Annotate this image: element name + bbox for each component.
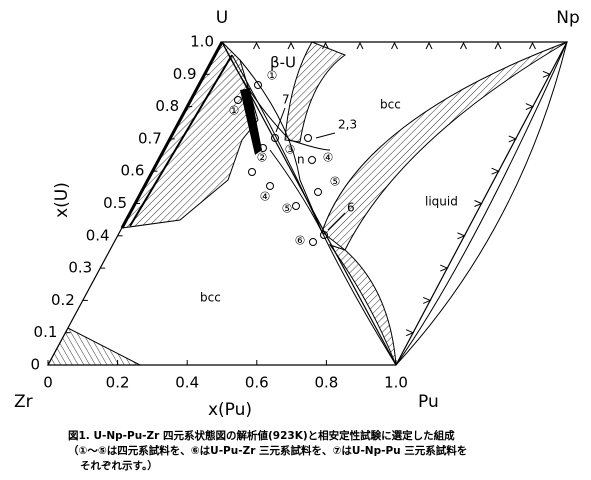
y-tick-label: 0.6 [121, 162, 145, 180]
y-tick-label: 0 [30, 356, 40, 374]
corner-label: Np [556, 8, 580, 28]
region-label: bcc [200, 291, 221, 305]
edge-tick [460, 41, 467, 50]
sample-label: ④ [260, 190, 271, 204]
y-axis-label: x(U) [52, 182, 72, 218]
x-tick-label: 0.6 [245, 374, 269, 392]
edge-tick [322, 41, 329, 50]
sample-label: ① [267, 69, 278, 83]
sample-label: ⑥ [295, 234, 306, 248]
edge-tick [525, 103, 535, 111]
edge-tick [529, 41, 536, 50]
x-tick-label: 0.2 [106, 374, 130, 392]
x-tick-label: 1.0 [384, 374, 408, 392]
sample-label: ④ [323, 151, 334, 165]
edge-tick [391, 41, 398, 50]
edge-tick [405, 329, 415, 337]
corner-label: U [216, 8, 228, 28]
x-axis-label: x(Pu) [208, 400, 252, 420]
y-tick-label: 0.9 [173, 65, 197, 83]
edge-tick [508, 135, 517, 143]
edge-tick [491, 167, 500, 175]
caption-line: それぞれ示す。） [80, 459, 158, 472]
edge-tick [474, 200, 483, 207]
y-tick-label: 0.4 [86, 226, 110, 244]
x-tick-label: 0.4 [175, 374, 199, 392]
caption-line: 図1. U-Np-Pu-Zr 四元系状態図の解析値(923K)と相安定性試験に選… [68, 429, 455, 442]
edge-tick [440, 264, 449, 272]
sample-label: ⑤ [330, 175, 341, 189]
corner-label: Zr [14, 392, 33, 412]
y-tick-label: 0.7 [138, 129, 162, 147]
sample-label: ② [257, 151, 268, 165]
edge-tick [423, 296, 432, 304]
y-tick-label: 0.2 [51, 291, 75, 309]
y-tick-label: 1.0 [190, 33, 214, 51]
phase-boundaries [47, 41, 568, 366]
region-label: β-U [270, 54, 296, 72]
edge-tick [287, 41, 295, 50]
edge-tick [425, 41, 433, 50]
region-label: liquid [425, 195, 458, 209]
edge-tick [494, 41, 502, 50]
arrows [275, 107, 346, 231]
y-tick-label: 0.3 [68, 259, 92, 277]
y-tick-label: 0.1 [34, 323, 58, 341]
x-tick-label: 0 [43, 374, 53, 392]
region-label: bcc [380, 98, 401, 112]
sample-label: ③ [285, 143, 296, 157]
sample-label: ⑤ [282, 202, 293, 216]
corner-label: Pu [418, 392, 439, 412]
edge-tick [356, 41, 364, 50]
caption-line: （①～⑤は四元系試料を、⑥はU-Pu-Zr 三元系試料を、⑦はU-Np-Pu 三… [68, 444, 467, 457]
annotation: c [252, 133, 259, 147]
x-tick-label: 0.8 [314, 374, 338, 392]
annotation: 6 [347, 201, 355, 215]
edge-tick [542, 70, 552, 78]
sample-label: ① [229, 104, 240, 118]
annotation: n [297, 153, 305, 167]
edge-tick [253, 41, 260, 50]
sample-markers [234, 81, 328, 246]
annotation: 2,3 [338, 118, 357, 132]
annotation: 7 [282, 93, 290, 107]
edge-tick [457, 232, 466, 240]
y-tick-label: 0.8 [155, 97, 179, 115]
y-tick-label: 0.5 [103, 194, 127, 212]
